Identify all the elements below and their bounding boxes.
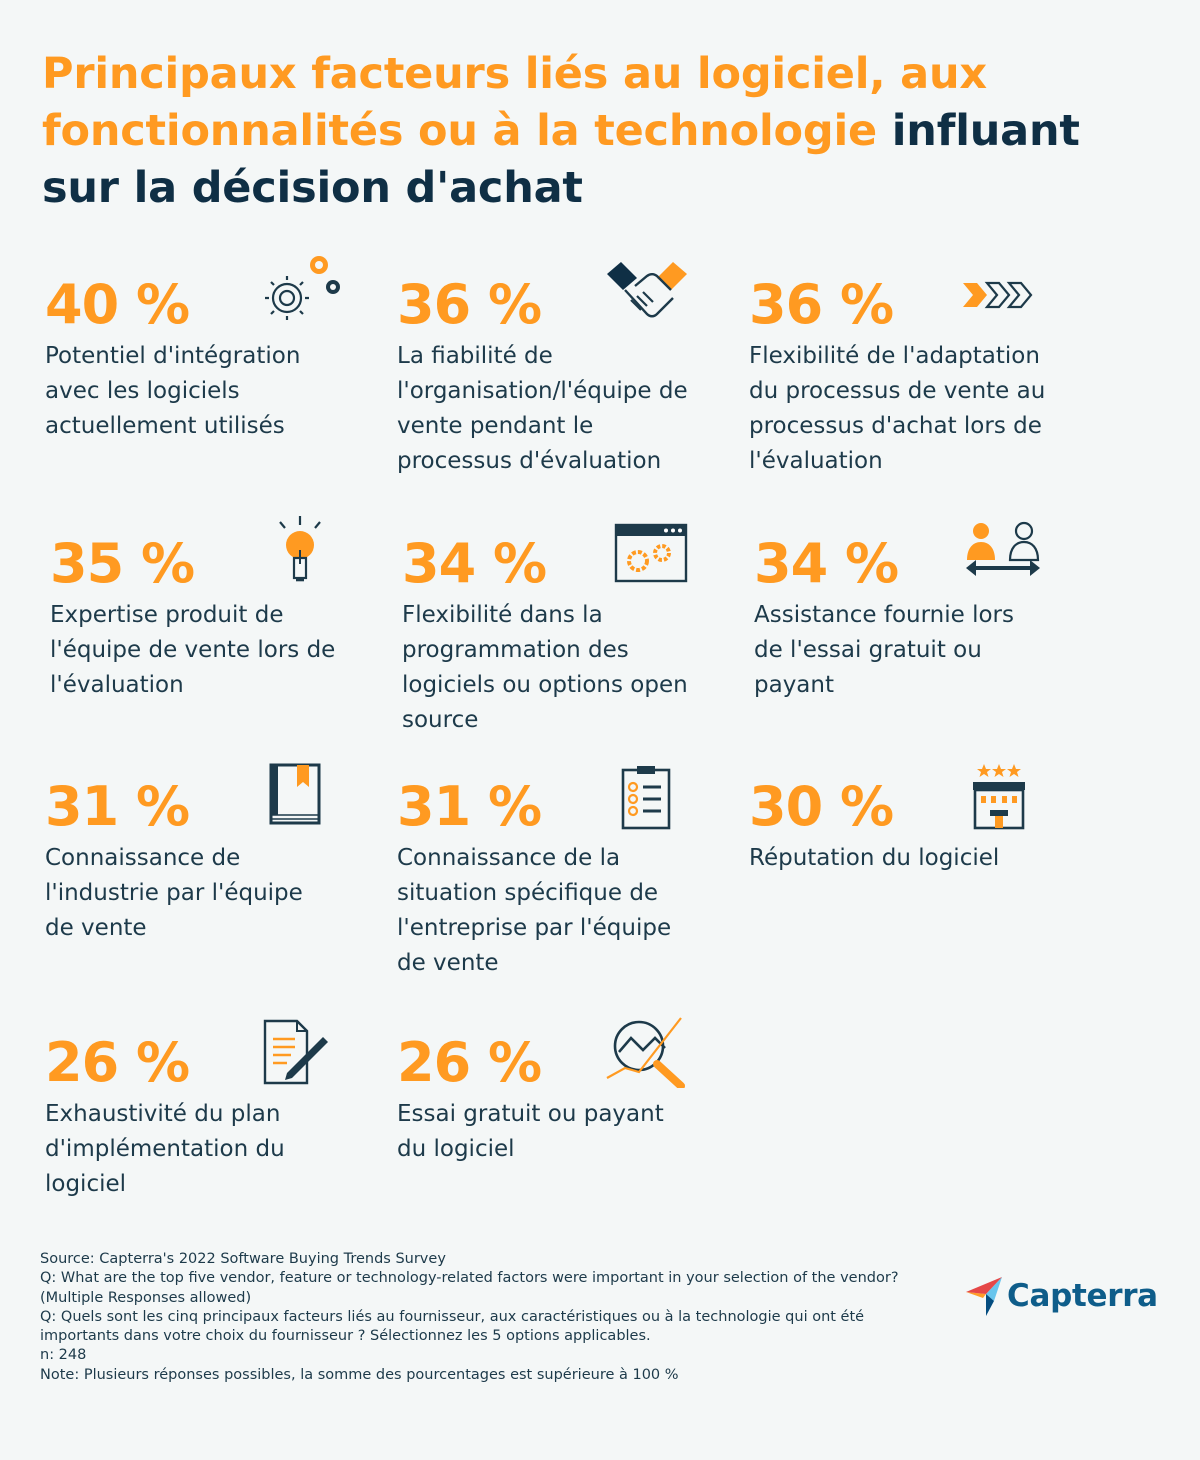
sample-size: n: 248 [40, 1347, 87, 1364]
hotel-stars-icon [973, 764, 1025, 830]
question-en: Q: What are the top five vendor, feature… [40, 1270, 899, 1287]
magnifier-chart-icon [606, 1017, 685, 1088]
stat-label: Essai gratuit ou payant du logiciel [397, 1101, 664, 1162]
note-line: Note: Plusieurs réponses possibles, la s… [40, 1366, 679, 1383]
stat-label: Expertise produit de l'équipe de vente l… [50, 602, 336, 698]
stat-label: La fiabilité de l'organisation/l'équipe … [397, 343, 688, 474]
gears-icon [265, 256, 340, 320]
question-fr-cont: importants dans votre choix du fournisse… [40, 1328, 651, 1345]
title-highlight: Principaux facteurs liés au logiciel, au… [42, 49, 987, 156]
stat-percent: 40 % [45, 273, 190, 336]
chevrons-icon [963, 281, 1033, 309]
page-title: Principaux facteurs liés au logiciel, au… [42, 46, 1162, 217]
stat-label: Flexibilité de l'adaptation du processus… [749, 343, 1046, 474]
stat-percent: 26 % [397, 1031, 542, 1094]
stat-percent: 26 % [45, 1031, 190, 1094]
stat-percent: 34 % [754, 532, 899, 595]
footnotes: Source: Capterra's 2022 Software Buying … [40, 1250, 940, 1385]
book-icon [269, 763, 321, 825]
stat-label: Potentiel d'intégration avec les logicie… [45, 343, 301, 439]
stat-label: Connaissance de la situation spécifique … [397, 845, 672, 976]
stat-label: Connaissance de l'industrie par l'équipe… [45, 845, 303, 941]
stat-label: Exhaustivité du plan d'implémentation du… [45, 1101, 285, 1197]
lightbulb-icon [279, 516, 321, 582]
stat-percent: 36 % [749, 273, 894, 336]
stat-percent: 36 % [397, 273, 542, 336]
title-rest: influant sur la décision d'achat [42, 106, 1080, 213]
stat-label: Réputation du logiciel [749, 845, 1000, 871]
stat-percent: 34 % [402, 532, 547, 595]
stat-percent: 31 % [397, 775, 542, 838]
question-fr: Q: Quels sont les cinq principaux facteu… [40, 1308, 865, 1325]
stat-percent: 35 % [50, 532, 195, 595]
stat-label: Assistance fournie lors de l'essai gratu… [754, 602, 1014, 698]
capterra-wordmark: Capterra [1007, 1278, 1158, 1314]
handshake-icon [607, 262, 687, 318]
stat-percent: 30 % [749, 775, 894, 838]
question-en-note: (Multiple Responses allowed) [40, 1289, 252, 1306]
capterra-logo: Capterra [965, 1274, 1158, 1318]
stat-percent: 31 % [45, 775, 190, 838]
stat-label: Flexibilité dans la programmation des lo… [402, 602, 688, 733]
capterra-arrow-icon [966, 1277, 1002, 1316]
people-exchange-icon [966, 521, 1040, 576]
clipboard-checklist-icon [621, 766, 671, 830]
document-pen-icon [263, 1019, 328, 1085]
browser-gears-icon [614, 523, 688, 583]
source-line: Source: Capterra's 2022 Software Buying … [40, 1251, 446, 1267]
